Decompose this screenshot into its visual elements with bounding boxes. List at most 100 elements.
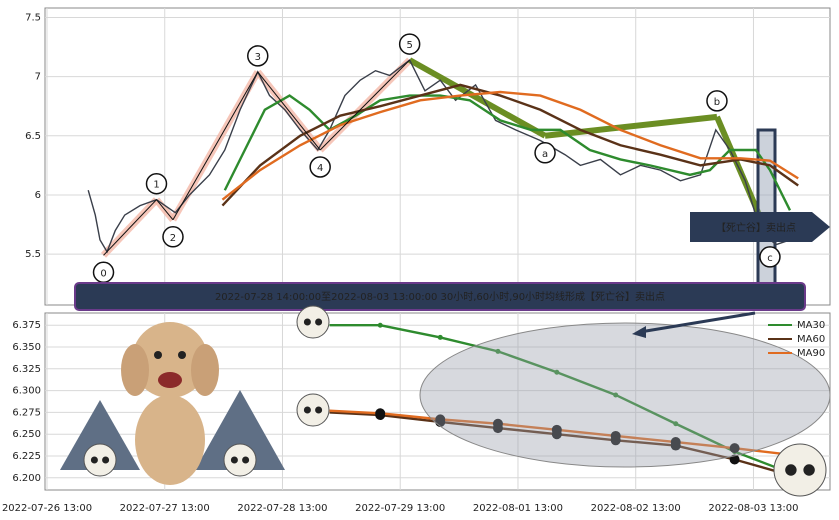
- wave-badge: [145, 172, 168, 195]
- y-tick-label: 6.350: [12, 342, 41, 353]
- wave-label: 3: [255, 52, 261, 63]
- x-tick-label: 2022-07-29 13:00: [355, 503, 445, 514]
- point: [435, 414, 446, 425]
- series-line: [221, 83, 799, 207]
- y-tick-label: 6.275: [12, 407, 41, 418]
- mountain: [195, 390, 285, 470]
- point: [670, 437, 681, 448]
- wave-label: c: [767, 253, 773, 264]
- y-tick-label: 6.250: [12, 429, 41, 440]
- wave-label: a: [542, 149, 548, 160]
- point: [613, 392, 619, 398]
- x-tick-label: 2022-07-28 13:00: [237, 503, 327, 514]
- bottom-chart: 6.200 6.225 6.250 6.275 6.300 6.325 6.350 6.375…: [2, 311, 831, 514]
- skull-eye: [242, 456, 250, 464]
- dog-body: [135, 395, 205, 485]
- point: [729, 454, 740, 465]
- top-chart: 5.5 6 6.5 7 7.5 0 1 2 3 4 5 a b c 【死亡谷】卖出点 2022-07-28 1…: [25, 8, 830, 311]
- wave-badge: [759, 246, 781, 268]
- y-tick-label: 6.200: [12, 473, 41, 484]
- wave-badge: [162, 226, 184, 248]
- point: [554, 369, 560, 375]
- legend-label: MA90: [797, 348, 825, 359]
- wave-label: 5: [406, 40, 412, 51]
- point: [437, 334, 443, 340]
- x-tick-label: 2022-08-02 13:00: [591, 503, 681, 514]
- wave-line: [257, 71, 321, 151]
- dog-eye: [154, 351, 162, 359]
- wave-badge: [247, 45, 269, 67]
- y-tick-label: 6.5: [25, 131, 41, 142]
- skull-eye: [315, 318, 323, 326]
- wave-badge: [309, 156, 331, 178]
- decor: [60, 322, 285, 485]
- skull-eye: [90, 456, 98, 464]
- dog-mouth: [158, 372, 182, 388]
- annotation-box: [74, 282, 806, 311]
- x-tick-label: 2022-07-26 13:00: [2, 503, 92, 514]
- x-tick-label: 2022-08-01 13:00: [473, 503, 563, 514]
- point: [551, 424, 562, 435]
- skull: [773, 443, 827, 497]
- skull-eye: [303, 406, 311, 414]
- skull: [296, 393, 330, 427]
- dog-ear: [121, 344, 149, 396]
- skull: [296, 305, 330, 339]
- y-tick-label: 7.5: [25, 12, 41, 23]
- wave-label: 4: [317, 163, 323, 174]
- point: [495, 348, 501, 354]
- skull: [223, 443, 257, 477]
- wave-label: 0: [100, 268, 106, 279]
- skull-eye: [803, 464, 815, 476]
- dog-ear: [191, 344, 219, 396]
- y-tick-label: 6: [35, 190, 41, 201]
- point: [673, 421, 679, 427]
- y-tick-label: 6.300: [12, 386, 41, 397]
- annotation: 2022-07-28 14:00:00至2022-08-03 13:00:00 …: [215, 290, 665, 303]
- y-tick-label: 7: [35, 72, 41, 83]
- series-line: [87, 58, 801, 254]
- y-tick-label: 5.5: [25, 249, 41, 260]
- signal-arrow: [690, 212, 830, 242]
- x-tick-label: 2022-07-27 13:00: [120, 503, 210, 514]
- dog-head: [132, 322, 208, 398]
- skull-eye: [315, 406, 323, 414]
- y-tick-label: 6.325: [12, 364, 41, 375]
- signal-label: 【死亡谷】卖出点: [716, 221, 796, 234]
- wave-label: b: [714, 97, 720, 108]
- pointer-arrow: [639, 311, 756, 334]
- point: [375, 408, 386, 419]
- skull: [83, 443, 117, 477]
- point: [492, 418, 503, 429]
- skulls: [83, 305, 827, 497]
- mountain: [60, 400, 140, 470]
- pointer-head: [632, 326, 646, 338]
- skull-eye: [230, 456, 238, 464]
- series-line: [221, 90, 799, 201]
- x-tick-label: 2022-08-03 13:00: [708, 503, 798, 514]
- wave-label: 2: [170, 233, 176, 244]
- wave-line: [156, 199, 174, 221]
- wave-line: [103, 199, 157, 256]
- point: [729, 443, 740, 454]
- skull-eye: [102, 456, 110, 464]
- point: [377, 322, 383, 328]
- top-frame: [44, 7, 831, 306]
- wave-label: 1: [153, 180, 159, 191]
- wave-segment: [408, 57, 547, 139]
- wave-segment: [544, 113, 718, 139]
- y-tick-label: 6.225: [12, 451, 41, 462]
- wave-badge: [534, 142, 556, 164]
- wave-line: [172, 71, 259, 221]
- wave-badge: [706, 90, 728, 112]
- wave-badge: [398, 33, 421, 55]
- y-tick-label: 6.375: [12, 320, 41, 331]
- skull-eye: [785, 464, 797, 476]
- legend-label: MA30: [797, 320, 825, 331]
- highlight: [419, 322, 831, 468]
- dog-eye: [178, 351, 186, 359]
- skull-eye: [303, 318, 311, 326]
- point: [610, 430, 621, 441]
- wave-line: [319, 59, 411, 151]
